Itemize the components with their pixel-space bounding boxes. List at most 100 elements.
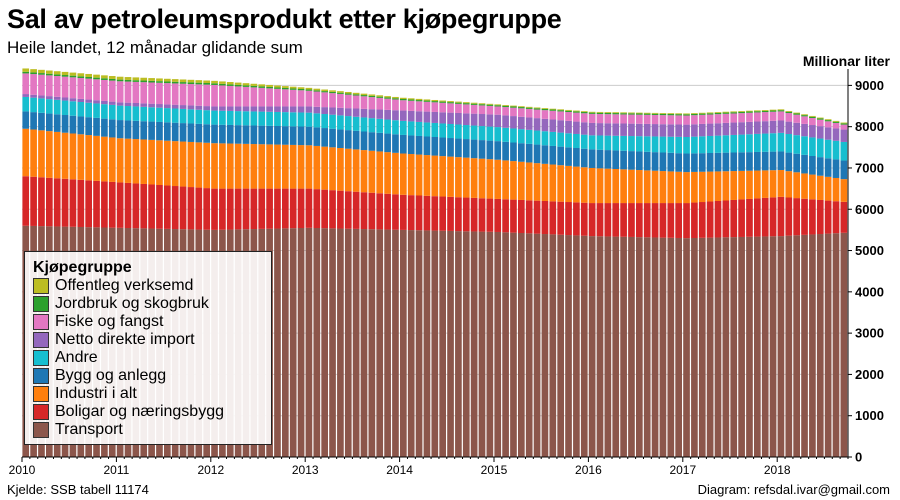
bar-segment: [148, 78, 155, 81]
bar-segment: [746, 236, 753, 457]
legend-item: Fiske og fangst: [33, 313, 263, 331]
bar-segment: [761, 197, 769, 237]
bar-segment: [85, 78, 92, 100]
bar-segment: [785, 121, 793, 135]
bar-segment: [195, 105, 203, 110]
bar-segment: [321, 114, 328, 129]
bar-segment: [211, 124, 218, 144]
y-axis: 0 1000 2000 3000 4000 5000 6000 7000 8000 9000: [847, 69, 884, 465]
chart-title: Sal av petroleumsprodukt etter kjøpegrup…: [7, 4, 562, 34]
bar-segment: [124, 79, 132, 82]
bar-segment: [557, 146, 564, 166]
bar-segment: [234, 125, 242, 144]
bar-segment: [368, 192, 376, 230]
bar-segment: [305, 112, 313, 127]
bar-segment: [533, 130, 541, 145]
bar-segment: [344, 130, 352, 149]
bar-segment: [226, 84, 234, 86]
bar-segment: [746, 134, 753, 153]
bar-segment: [525, 129, 533, 144]
bar-segment: [226, 110, 234, 125]
bar-segment: [714, 112, 722, 113]
bar-segment: [801, 115, 808, 117]
bar-segment: [596, 236, 604, 457]
bar-segment: [344, 91, 352, 94]
bar-segment: [573, 202, 580, 236]
y-axis-unit-label: Millionar liter: [802, 53, 890, 69]
bar-segment: [612, 203, 620, 237]
bar-segment: [777, 111, 785, 121]
bar-segment: [219, 124, 226, 144]
bar-segment: [612, 123, 620, 136]
bar-segment: [266, 106, 273, 112]
bar-segment: [360, 96, 368, 109]
bar-segment: [565, 235, 572, 457]
bar-segment: [179, 105, 187, 109]
bar-segment: [462, 102, 470, 104]
bar-segment: [777, 196, 785, 237]
bar-segment: [407, 195, 415, 231]
bar-segment: [541, 110, 549, 119]
bar-segment: [77, 98, 85, 103]
bar-segment: [439, 101, 446, 103]
bar-segment: [93, 180, 100, 228]
bar-segment: [588, 112, 596, 114]
bar-segment: [628, 112, 635, 114]
bar-segment: [691, 237, 698, 457]
bar-segment: [61, 115, 69, 133]
bar-segment: [643, 123, 651, 137]
bar-segment: [683, 153, 690, 173]
bar-segment: [116, 138, 124, 183]
bar-segment: [612, 112, 620, 114]
credit-note: Diagram: refsdal.ivar@gmail.com: [697, 482, 890, 497]
bar-segment: [722, 113, 730, 123]
bar-stacks: [22, 68, 848, 457]
bar-segment: [250, 144, 258, 189]
bar-segment: [565, 110, 572, 113]
bar-segment: [164, 185, 171, 229]
bar-segment: [494, 231, 502, 457]
bar-segment: [659, 113, 667, 116]
bar-segment: [659, 124, 667, 137]
bar-segment: [211, 143, 218, 189]
bar-segment: [840, 122, 848, 124]
bar-segment: [801, 123, 808, 137]
bar-segment: [604, 168, 612, 204]
bar-segment: [282, 112, 289, 127]
bar-segment: [179, 123, 187, 142]
bar-segment: [195, 80, 203, 83]
legend: Kjøpegruppe Offentleg verksemd Jordbruk o…: [24, 251, 272, 445]
bar-segment: [313, 91, 321, 107]
bar-segment: [415, 101, 423, 112]
bar-segment: [793, 112, 800, 114]
legend-swatch: [33, 314, 49, 330]
bar-segment: [761, 236, 769, 457]
bar-segment: [588, 236, 596, 457]
bar-segment: [352, 130, 360, 150]
bar-segment: [832, 122, 840, 129]
bar-segment: [738, 152, 745, 171]
bar-segment: [439, 102, 446, 113]
bar-segment: [352, 95, 360, 109]
bar-segment: [659, 115, 667, 125]
bar-segment: [447, 101, 454, 103]
bar-segment: [187, 141, 195, 188]
bar-segment: [722, 171, 730, 201]
bar-segment: [384, 152, 391, 194]
bar-segment: [140, 183, 148, 229]
bar-segment: [651, 113, 659, 115]
bar-segment: [368, 150, 376, 193]
bar-segment: [541, 131, 549, 146]
bar-segment: [596, 112, 604, 115]
bar-segment: [636, 170, 643, 204]
bar-segment: [612, 135, 620, 151]
bar-segment: [376, 118, 384, 133]
bar-segment: [809, 155, 816, 175]
bar-segment: [423, 111, 431, 123]
bar-segment: [22, 71, 30, 74]
bar-segment: [706, 153, 714, 172]
bar-segment: [171, 81, 179, 84]
bar-segment: [628, 169, 635, 204]
bar-segment: [313, 228, 321, 457]
bar-segment: [486, 105, 494, 115]
